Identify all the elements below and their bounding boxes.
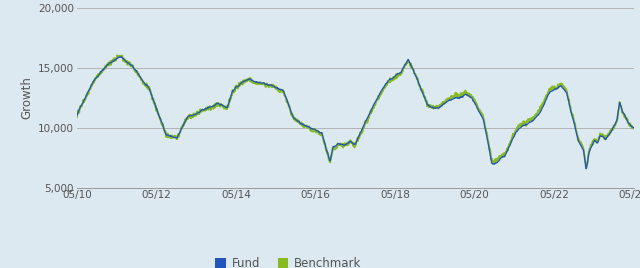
Legend: Fund, Benchmark: Fund, Benchmark	[211, 253, 367, 268]
Y-axis label: Growth: Growth	[20, 76, 34, 119]
